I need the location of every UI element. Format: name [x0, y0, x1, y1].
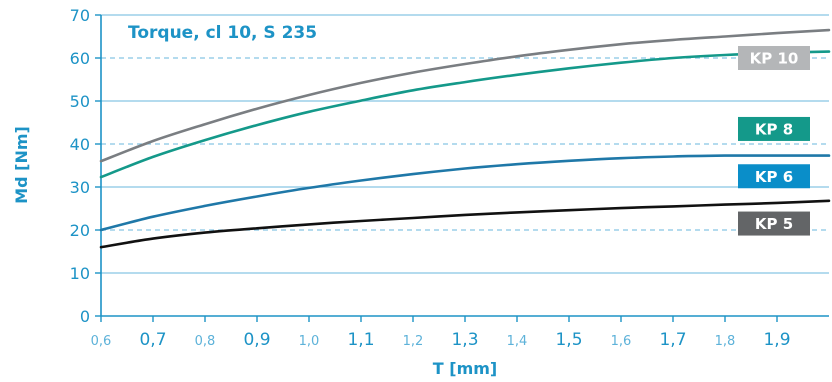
x-tick-label: 0,9: [243, 330, 270, 350]
x-tick-label: 1,2: [403, 334, 424, 349]
legend-label-kp-5: KP 5: [755, 215, 793, 233]
legend-swatch-kp-5: [738, 211, 810, 236]
y-tick-label: 40: [70, 135, 90, 154]
legend-label-kp-6: KP 6: [755, 168, 793, 186]
legend-label-kp-10: KP 10: [750, 50, 799, 68]
legend: KP 10 KP 8 KP 6 KP 5: [738, 46, 810, 236]
x-tick-label: 0,7: [139, 330, 166, 350]
series-line-kp-10: [99, 28, 831, 163]
y-tick-label: 50: [70, 92, 90, 111]
grid: [101, 14, 829, 274]
x-tick-label: 1,0: [299, 334, 320, 349]
y-tick-label: 10: [70, 264, 90, 283]
x-tick-label: 1,1: [347, 330, 374, 350]
y-axis-label: Md [Nm]: [12, 126, 31, 204]
y-tick-label: 30: [70, 178, 90, 197]
y-tick-label: 0: [80, 307, 90, 326]
x-axis-label: T [mm]: [433, 359, 497, 378]
chart-title: Torque, cl 10, S 235: [128, 23, 317, 43]
x-tick-label: 1,5: [555, 330, 582, 350]
y-tick-label: 60: [70, 49, 90, 68]
x-tick-label: 1,3: [451, 330, 478, 350]
series-line-kp-6: [99, 154, 831, 232]
x-tick-label: 1,9: [763, 330, 790, 350]
x-tick-label: 1,7: [659, 330, 686, 350]
series-line-kp-8: [99, 50, 831, 179]
x-tick-label: 1,4: [507, 334, 528, 349]
legend-swatch-kp-8: [738, 116, 810, 141]
y-tick-label: 70: [70, 6, 90, 25]
x-tick-label: 0,6: [91, 334, 112, 349]
x-tick-label: 1,8: [715, 334, 736, 349]
y-tick-labels: 0 10 20 30 40 50 60 70: [70, 6, 90, 326]
legend-swatch-kp-10: [738, 46, 810, 70]
x-tick-label: 1,6: [611, 334, 632, 349]
x-tick-label: 0,8: [195, 334, 216, 349]
series-line-kp-5: [99, 199, 831, 249]
axes: [95, 14, 829, 322]
y-tick-label: 20: [70, 221, 90, 240]
series-lines: [99, 28, 831, 249]
legend-label-kp-8: KP 8: [755, 120, 793, 138]
x-tick-labels: 0,6 0,7 0,8 0,9 1,0 1,1 1,2 1,3 1,4 1,5 1,6 1,7 1,8 1…: [91, 330, 791, 350]
legend-swatch-kp-6: [738, 164, 810, 189]
